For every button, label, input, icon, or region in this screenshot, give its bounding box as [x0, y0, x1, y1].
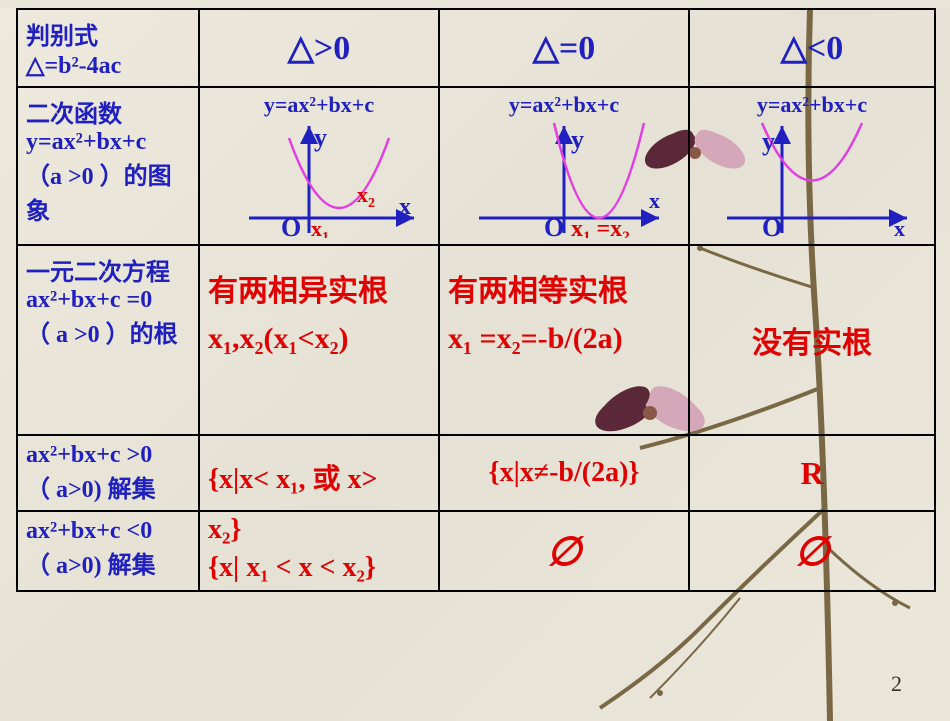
svg-text:y: y — [762, 127, 775, 156]
discriminant-formula: △=b²-4ac — [26, 51, 190, 80]
svg-text:O: O — [544, 213, 564, 238]
svg-text:x2: x2 — [357, 182, 375, 211]
svg-text:x: x — [894, 216, 905, 238]
hdr-sol-gt: ax²+bx+c >0 （ a>0) 解集 — [17, 435, 199, 511]
parabola-no-root-svg: y x O — [712, 118, 912, 238]
svg-text:y: y — [314, 123, 327, 152]
sol-gt-c4-text: R — [698, 455, 926, 492]
sol-gt-c4: R — [689, 435, 935, 511]
cond-lt: △<0 — [689, 9, 935, 87]
cond-eq: △=0 — [439, 9, 689, 87]
graph-title-2: y=ax²+bx+c — [444, 92, 684, 118]
cond-gt: △>0 — [199, 9, 439, 87]
parabola-one-root-svg: y x O x1 =x2 — [459, 118, 669, 238]
sol-lt-c2-text: {x| x₁ < x < x₂} — [208, 552, 430, 584]
svg-text:y: y — [571, 125, 584, 154]
roots-eq: 有两相等实根 x₁ =x₂=-b/(2a) — [439, 245, 689, 435]
sol-lt-c3: ∅ — [439, 511, 689, 591]
sol-lt-c4: ∅ — [689, 511, 935, 591]
svg-text:x: x — [399, 194, 411, 220]
svg-text:O: O — [281, 213, 301, 238]
quad-fn-label: 二次函数 — [26, 94, 190, 129]
quad-eq-cond: （ a >0 ）的根 — [26, 314, 190, 349]
row-discriminant: 判别式 △=b²-4ac △>0 △=0 △<0 — [17, 9, 935, 87]
row-sol-gt: ax²+bx+c >0 （ a>0) 解集 {x|x< x₁, 或 x> {x|… — [17, 435, 935, 511]
svg-text:O: O — [762, 213, 782, 238]
sol-lt-c3-text: ∅ — [448, 528, 680, 575]
hdr-roots: 一元二次方程 ax²+bx+c =0 （ a >0 ）的根 — [17, 245, 199, 435]
graph-title-3: y=ax²+bx+c — [694, 92, 930, 118]
svg-text:x1 =x2: x1 =x2 — [571, 216, 630, 238]
roots-lt-text: 没有实根 — [698, 318, 926, 362]
hdr-graph: 二次函数 y=ax²+bx+c （a >0 ）的图象 — [17, 87, 199, 245]
quadratic-table: 判别式 △=b²-4ac △>0 △=0 △<0 二次函数 y=ax²+bx+c… — [16, 8, 936, 592]
graph-two-roots: y=ax²+bx+c y x O x1 x2 — [199, 87, 439, 245]
roots-eq-line2: x₁ =x₂=-b/(2a) — [448, 322, 680, 356]
sol-gt-c2-l2-overflow: x₂} — [208, 514, 430, 546]
sol-gt-c2-l1: {x|x< x₁, 或 x> — [208, 457, 430, 497]
svg-text:x: x — [649, 188, 660, 213]
sol-gt-c3-text: {x|x≠-b/(2a)} — [448, 457, 680, 489]
roots-lt: 没有实根 — [689, 245, 935, 435]
sol-gt-c2: {x|x< x₁, 或 x> — [199, 435, 439, 511]
ineq-gt-cond: （ a>0) 解集 — [26, 469, 190, 504]
hdr-sol-lt: ax²+bx+c <0 （ a>0) 解集 — [17, 511, 199, 591]
row-graphs: 二次函数 y=ax²+bx+c （a >0 ）的图象 y=ax²+bx+c y … — [17, 87, 935, 245]
graph-title-1: y=ax²+bx+c — [204, 92, 434, 118]
sol-lt-c2: x₂} {x| x₁ < x < x₂} — [199, 511, 439, 591]
hdr-discriminant: 判别式 △=b²-4ac — [17, 9, 199, 87]
ineq-lt-cond: （ a>0) 解集 — [26, 545, 190, 580]
ineq-lt-label: ax²+bx+c <0 — [26, 518, 190, 545]
quad-fn-cond: （a >0 ）的图象 — [26, 156, 190, 226]
page-number: 2 — [891, 671, 902, 697]
quad-eq-formula: ax²+bx+c =0 — [26, 287, 190, 314]
ineq-gt-label: ax²+bx+c >0 — [26, 442, 190, 469]
row-roots: 一元二次方程 ax²+bx+c =0 （ a >0 ）的根 有两相异实根 x₁,… — [17, 245, 935, 435]
quad-fn-formula: y=ax²+bx+c — [26, 129, 190, 156]
quad-eq-label: 一元二次方程 — [26, 252, 190, 287]
row-sol-lt: ax²+bx+c <0 （ a>0) 解集 x₂} {x| x₁ < x < x… — [17, 511, 935, 591]
sol-lt-c4-text: ∅ — [698, 528, 926, 575]
graph-one-root: y=ax²+bx+c y x O x1 =x2 — [439, 87, 689, 245]
roots-gt-line1: 有两相异实根 — [208, 266, 430, 310]
roots-gt-line2: x₁,x₂(x₁<x₂) — [208, 322, 430, 356]
roots-eq-line1: 有两相等实根 — [448, 266, 680, 310]
roots-gt: 有两相异实根 x₁,x₂(x₁<x₂) — [199, 245, 439, 435]
graph-no-root: y=ax²+bx+c y x O — [689, 87, 935, 245]
parabola-two-roots-svg: y x O x1 x2 — [219, 118, 419, 238]
discriminant-label: 判别式 — [26, 16, 190, 51]
sol-gt-c3: {x|x≠-b/(2a)} — [439, 435, 689, 511]
